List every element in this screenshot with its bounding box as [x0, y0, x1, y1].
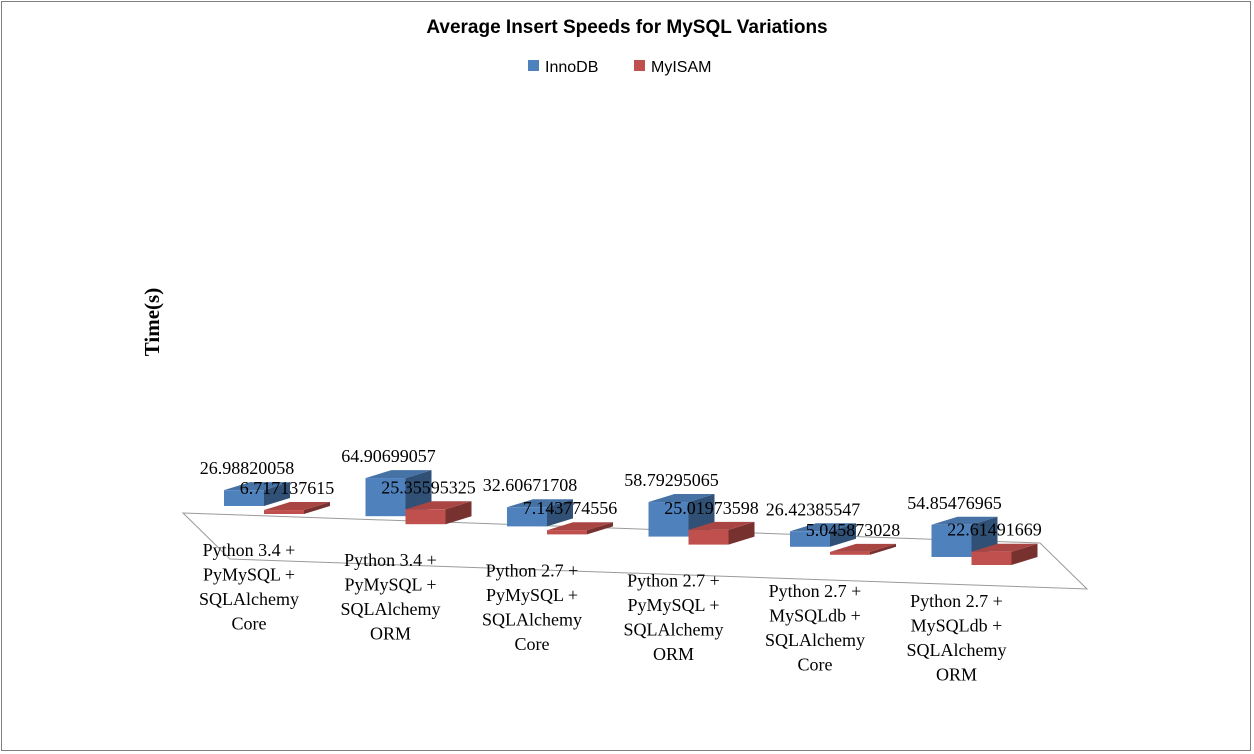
value-label-myisam-1: 6.717137615 — [240, 478, 335, 498]
value-label-myisam-2: 25.35595325 — [381, 477, 476, 497]
bar-innodb-3 — [507, 499, 573, 527]
bar-front-face — [507, 507, 547, 527]
bar-innodb-5 — [790, 523, 856, 547]
bar-side-face — [304, 502, 330, 514]
bar-top-face — [547, 522, 613, 531]
bar-front-face — [931, 524, 972, 557]
bar-front-face — [264, 510, 304, 514]
bar-top-face — [931, 516, 998, 525]
legend-label-myisam: MyISAM — [651, 59, 711, 76]
bar-side-face — [830, 523, 856, 547]
value-label-innodb-5: 26.42385547 — [766, 499, 861, 519]
bar-top-face — [790, 523, 856, 532]
bar-myisam-3 — [547, 522, 613, 535]
bar-front-face — [224, 490, 264, 506]
legend-swatch-innodb — [528, 60, 539, 71]
category-label-5: Python 2.7 + MySQLdb + SQLAlchemy Core — [765, 581, 865, 675]
bars-group — [224, 470, 1038, 565]
category-label-3: Python 2.7 + PyMySQL + SQLAlchemy Core — [482, 560, 582, 654]
bar-top-face — [648, 494, 715, 503]
bar-top-face — [971, 543, 1038, 552]
value-label-innodb-4: 58.79295065 — [624, 470, 719, 490]
bar-myisam-2 — [405, 501, 472, 525]
value-label-innodb-3: 32.60671708 — [483, 475, 578, 495]
bar-top-face — [830, 543, 896, 552]
legend-swatch-myisam — [634, 60, 645, 71]
bar-innodb-4 — [648, 494, 715, 537]
bar-top-face — [264, 502, 330, 511]
bar-front-face — [405, 509, 446, 525]
value-label-innodb-2: 64.90699057 — [341, 446, 436, 466]
bar-top-face — [405, 501, 472, 510]
bar-top-face — [365, 470, 432, 479]
y-axis-label: Time(s) — [140, 288, 164, 356]
bar-side-face — [587, 522, 613, 535]
category-label-2: Python 3.4 + PyMySQL + SQLAlchemy ORM — [341, 550, 441, 644]
value-label-myisam-5: 5.045873028 — [806, 520, 901, 540]
bar-side-face — [547, 499, 573, 527]
legend: InnoDB MyISAM — [528, 59, 711, 76]
category-labels-group: Python 3.4 + PyMySQL + SQLAlchemy Core Pytho… — [199, 540, 1006, 685]
bar-myisam-4 — [688, 521, 755, 545]
bar-front-face — [790, 531, 830, 547]
value-label-innodb-6: 54.85476965 — [907, 493, 1002, 513]
legend-label-innodb: InnoDB — [545, 59, 598, 76]
bar-front-face — [971, 551, 1012, 565]
bar-front-face — [688, 529, 729, 545]
bar-top-face — [688, 521, 755, 530]
category-label-4: Python 2.7 + PyMySQL + SQLAlchemy ORM — [624, 571, 724, 665]
bar-side-face — [728, 521, 755, 545]
category-label-1: Python 3.4 + PyMySQL + SQLAlchemy Core — [199, 540, 299, 634]
bar-myisam-1 — [264, 502, 330, 514]
bar-front-face — [648, 502, 689, 537]
bar-myisam-6 — [971, 543, 1038, 565]
bar-side-face — [264, 482, 290, 506]
bar-myisam-5 — [830, 543, 896, 555]
bar-front-face — [365, 478, 406, 517]
bar-side-face — [1011, 543, 1038, 565]
value-label-myisam-4: 25.01973598 — [664, 498, 759, 518]
chart-title: Average Insert Speeds for MySQL Variatio… — [426, 17, 827, 38]
value-label-innodb-1: 26.98820058 — [200, 458, 295, 478]
bar-front-face — [547, 530, 587, 535]
bar-front-face — [830, 551, 870, 555]
value-label-myisam-6: 22.61491669 — [947, 520, 1042, 540]
bar-side-face — [870, 543, 896, 555]
value-label-myisam-3: 7.143774556 — [523, 498, 618, 518]
bar-side-face — [445, 501, 472, 525]
bar-top-face — [507, 499, 573, 508]
bar-top-face — [224, 482, 290, 491]
category-label-6: Python 2.7 + MySQLdb + SQLAlchemy ORM — [907, 591, 1007, 685]
bar-innodb-1 — [224, 482, 290, 506]
